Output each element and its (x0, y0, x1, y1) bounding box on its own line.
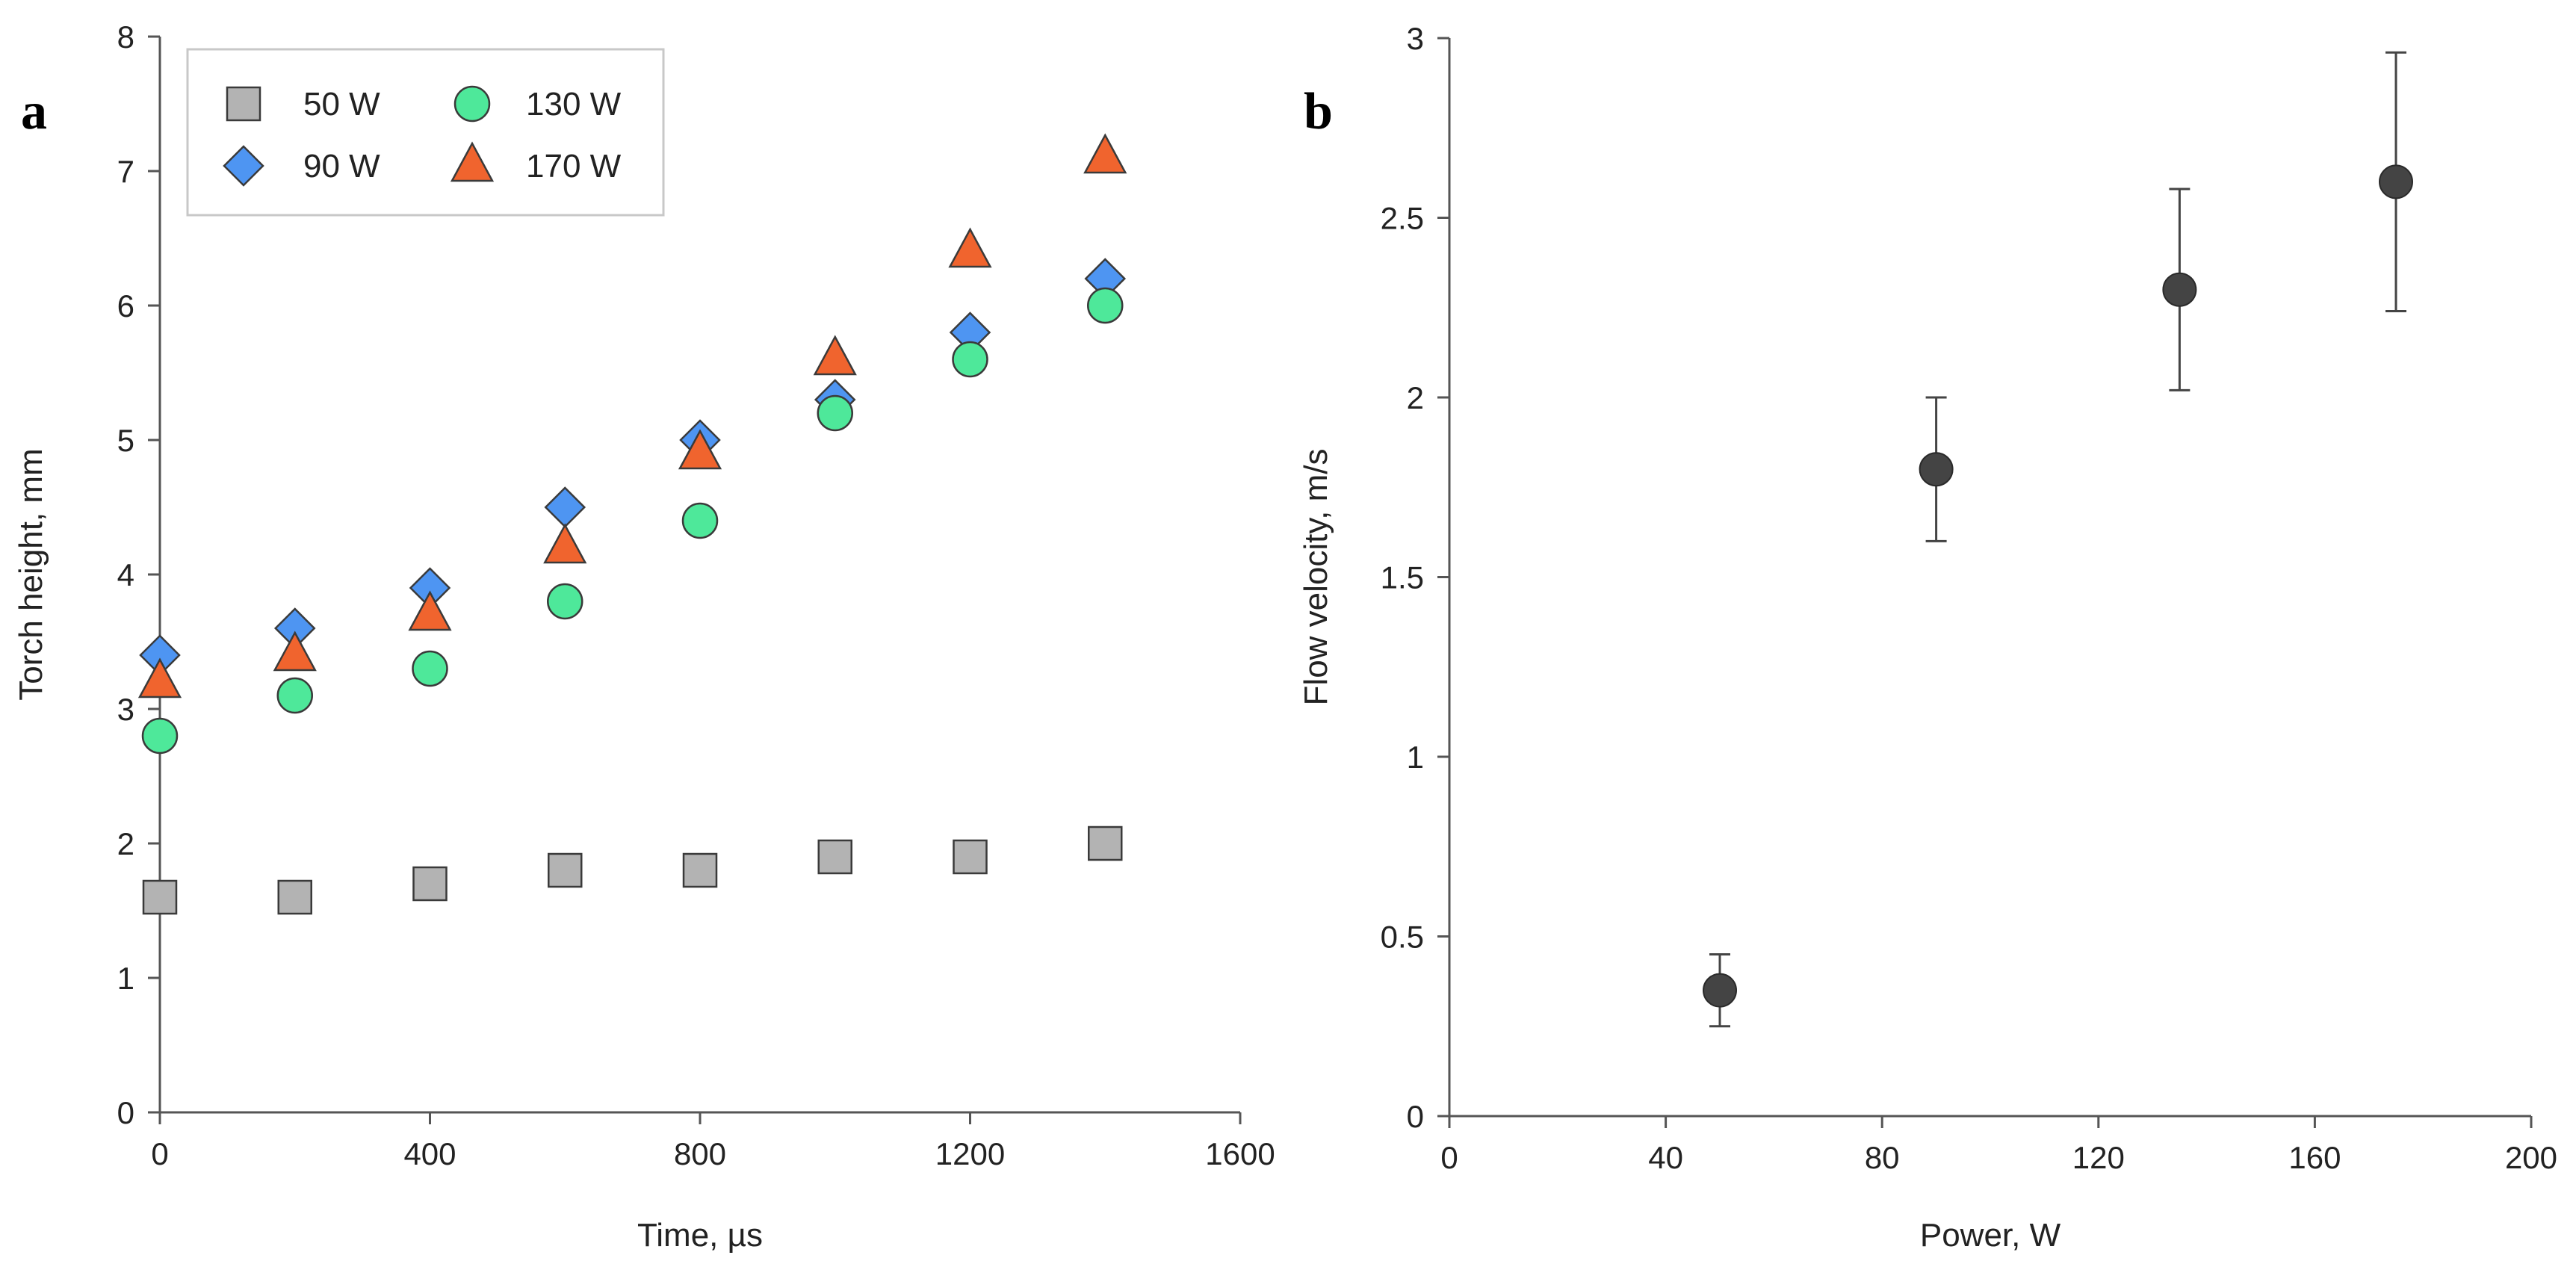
data-point-circle (1703, 973, 1737, 1008)
panel-b-y-tick-label: 2.5 (1381, 201, 1424, 236)
panel-b-y-tick-label: 1 (1407, 740, 1424, 775)
data-point-diamond (544, 486, 586, 528)
legend-label: 90 W (303, 148, 380, 185)
data-point-group (2379, 51, 2413, 313)
legend-marker-diamond (223, 145, 264, 187)
data-point-square (682, 852, 718, 888)
series-50w (142, 825, 1123, 915)
panel-a-y-tick-label: 4 (117, 557, 134, 592)
panel-a-y-tick-label: 2 (117, 826, 134, 861)
data-point-triangle (543, 523, 587, 564)
panel-a-y-tick-label: 1 (117, 961, 134, 996)
data-point-square (142, 879, 178, 915)
series-130w (141, 287, 1124, 755)
data-point-triangle (948, 227, 992, 268)
panel-a-y-tick-label: 3 (117, 692, 134, 727)
panel-a-x-axis-label: Time, µs (637, 1217, 763, 1254)
panel-a-letter: a (21, 83, 47, 140)
panel-b-y-tick-label: 0 (1407, 1099, 1424, 1134)
data-point-triangle (813, 335, 857, 376)
series-90w (139, 258, 1127, 676)
panel-a-y-tick-label: 5 (117, 423, 134, 458)
data-point-circle (2162, 272, 2197, 307)
panel-a-x-tick-label: 0 (151, 1136, 168, 1171)
panel-a-y-tick-label: 8 (117, 19, 134, 55)
data-point-circle (547, 583, 583, 620)
data-point-circle (817, 394, 853, 432)
data-point-group (2162, 188, 2197, 391)
legend-marker-triangle (450, 141, 495, 182)
data-point-circle (276, 677, 313, 714)
data-point-triangle (273, 631, 317, 672)
panel-a-y-tick-label: 6 (117, 288, 134, 323)
panel-b-x-tick-label: 120 (2072, 1140, 2125, 1175)
panel-b-x-tick-label: 0 (1440, 1140, 1458, 1175)
data-point-group (1703, 953, 1737, 1028)
data-point-square (817, 839, 852, 875)
data-point-triangle (137, 657, 182, 698)
panel-a-x-tick-label: 800 (674, 1136, 726, 1171)
panel-b-x-tick-label: 160 (2288, 1140, 2341, 1175)
panel-b-y-tick-label: 3 (1407, 21, 1424, 56)
panel-a-x-tick-label: 400 (403, 1136, 456, 1171)
legend-marker-square (226, 86, 261, 122)
panel-a-legend: 50 W 130 W 90 W 170 W (186, 48, 665, 217)
data-point-circle (412, 650, 448, 687)
data-point-triangle (678, 429, 722, 470)
data-point-circle (952, 341, 988, 378)
data-point-group (1919, 396, 1954, 542)
panel-a-y-tick-label: 0 (117, 1095, 134, 1130)
panel-b-y-tick-label: 0.5 (1381, 920, 1424, 955)
panel-a-x-tick-label: 1200 (935, 1136, 1005, 1171)
panel-b-x-tick-label: 200 (2505, 1140, 2557, 1175)
panel-a-y-tick-label: 7 (117, 154, 134, 189)
data-point-circle (1919, 452, 1954, 487)
panel-b-x-axis-label: Power, W (1920, 1217, 2061, 1254)
legend-label: 130 W (526, 86, 622, 123)
legend-box (186, 48, 665, 217)
panel-a-axes: 0 400 800 1200 1600 0 1 2 3 4 5 6 7 8 (117, 19, 1275, 1171)
data-point-square (412, 866, 448, 902)
panel-b-x-tick-label: 40 (1648, 1140, 1683, 1175)
data-point-triangle (408, 590, 452, 631)
data-point-circle (141, 717, 179, 755)
legend-label: 170 W (526, 148, 622, 185)
panel-b-y-tick-label: 2 (1407, 380, 1424, 415)
panel-b-axes: 0 40 80 120 160 200 0 0.5 1 1.5 2 2.5 3 (1381, 21, 2557, 1175)
panel-b-chart: b 0 40 80 120 160 200 0 0.5 1 1.5 2 2.5 3 Power, W F… (1298, 21, 2557, 1254)
panel-a-data-points (137, 133, 1127, 915)
data-point-triangle (1083, 133, 1127, 174)
panel-a-x-tick-label: 1600 (1205, 1136, 1275, 1171)
panel-b-y-axis-label: Flow velocity, m/s (1298, 449, 1334, 706)
panel-a-y-axis-label: Torch height, mm (13, 448, 49, 700)
panel-b-x-tick-label: 80 (1865, 1140, 1900, 1175)
legend-marker-circle (453, 85, 491, 123)
panel-b-y-tick-label: 1.5 (1381, 560, 1424, 595)
panel-b-data-points (1703, 51, 2413, 1028)
panel-a-chart: a 0 400 800 1200 1600 0 1 2 3 4 5 6 7 8 50 W 130 W 90 W… (13, 19, 1275, 1254)
data-point-square (953, 839, 988, 875)
data-point-square (548, 852, 583, 888)
data-point-circle (1087, 287, 1124, 324)
data-point-circle (681, 502, 719, 539)
panel-b-letter: b (1304, 83, 1333, 140)
series-170w (137, 133, 1127, 698)
data-point-square (1088, 825, 1123, 861)
data-point-square (277, 879, 312, 915)
data-point-circle (2379, 164, 2413, 199)
legend-label: 50 W (303, 86, 380, 123)
